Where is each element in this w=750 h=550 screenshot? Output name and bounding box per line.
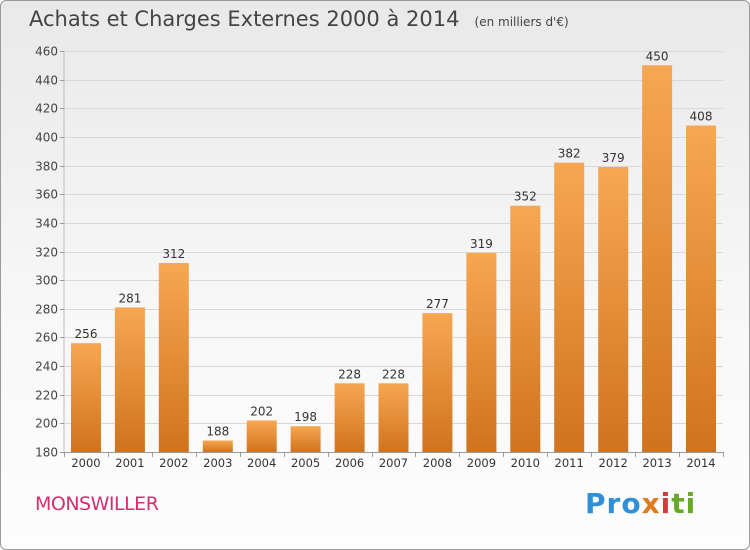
y-tick-label: 240 <box>35 360 58 374</box>
y-tick-label: 320 <box>35 246 58 260</box>
bar <box>334 383 365 452</box>
bar-value-label: 382 <box>558 147 581 161</box>
x-tick-label: 2002 <box>159 456 188 470</box>
x-tick-label: 2003 <box>203 456 232 470</box>
y-tick-label: 200 <box>35 417 58 431</box>
proxiti-logo: Proxiti <box>585 487 696 520</box>
y-axis: 180 200 220 240 260 280 300 320 340 360 380 400 420 4… <box>35 45 65 460</box>
bar <box>686 125 716 452</box>
bar-value-label: 408 <box>690 110 713 124</box>
x-tick-label: 2004 <box>247 456 276 470</box>
bar-value-label: 281 <box>118 291 141 305</box>
y-tick-label: 260 <box>35 331 58 345</box>
bar-value-label: 312 <box>162 247 185 261</box>
bar-value-label: 352 <box>514 190 537 204</box>
bar-value-label: 228 <box>382 367 405 381</box>
bar <box>71 343 101 452</box>
bar-value-label: 256 <box>75 327 98 341</box>
y-tick-label: 180 <box>35 446 58 460</box>
bar <box>598 167 629 452</box>
chart-title-block: Achats et Charges Externes 2000 à 2014 (… <box>29 7 569 31</box>
y-tick-label: 220 <box>35 389 58 403</box>
y-tick-label: 420 <box>35 102 58 116</box>
bar-value-label: 198 <box>294 410 317 424</box>
y-tick-label: 340 <box>35 217 58 231</box>
x-tick-label: 2014 <box>686 456 715 470</box>
bar-value-label: 379 <box>602 151 625 165</box>
chart-subtitle: (en milliers d'€) <box>474 15 569 29</box>
y-tick-label: 300 <box>35 274 58 288</box>
x-axis: 2000 2001 2002 2003 2004 2005 2006 2007 2008 2009… <box>64 452 724 470</box>
x-tick-label: 2001 <box>115 456 144 470</box>
x-tick-label: 2005 <box>291 456 320 470</box>
bar <box>466 252 497 452</box>
x-tick-label: 2012 <box>599 456 628 470</box>
bar <box>510 205 541 452</box>
bar-value-label: 319 <box>470 237 493 251</box>
logo-part-2: x <box>641 487 661 520</box>
logo-part-3: i <box>660 487 672 520</box>
bars: 256 281 312 188 202 198 228 228 277 319 352 382 379 4… <box>71 49 716 453</box>
y-tick-label: 400 <box>35 131 58 145</box>
x-tick-label: 2010 <box>511 456 540 470</box>
bar-value-label: 277 <box>426 297 449 311</box>
x-tick-label: 2000 <box>71 456 100 470</box>
x-tick-label: 2007 <box>379 456 408 470</box>
bar-value-label: 202 <box>250 405 273 419</box>
bar-value-label: 450 <box>646 49 669 63</box>
y-tick-label: 380 <box>35 160 58 174</box>
x-tick-label: 2011 <box>555 456 584 470</box>
y-tick-label: 440 <box>35 74 58 88</box>
bar <box>158 263 189 452</box>
x-tick-label: 2008 <box>423 456 452 470</box>
y-tick-label: 280 <box>35 303 58 317</box>
bar <box>554 162 585 452</box>
y-tick-label: 360 <box>35 188 58 202</box>
y-tick-label: 460 <box>35 45 58 59</box>
bar <box>114 307 145 452</box>
bar <box>246 420 277 452</box>
x-tick-label: 2006 <box>335 456 364 470</box>
x-tick-label: 2009 <box>467 456 496 470</box>
x-tick-label: 2013 <box>642 456 671 470</box>
logo-part-1: Pro <box>585 487 642 520</box>
logo-part-4: ti <box>671 487 697 520</box>
bar <box>422 313 453 452</box>
town-name: MONSWILLER <box>35 493 159 515</box>
bar <box>642 65 673 453</box>
bar <box>290 426 321 452</box>
bar <box>202 440 233 452</box>
bar-value-label: 228 <box>338 367 361 381</box>
bar <box>378 383 409 452</box>
bar-value-label: 188 <box>206 425 229 439</box>
chart-title: Achats et Charges Externes 2000 à 2014 <box>29 7 460 31</box>
